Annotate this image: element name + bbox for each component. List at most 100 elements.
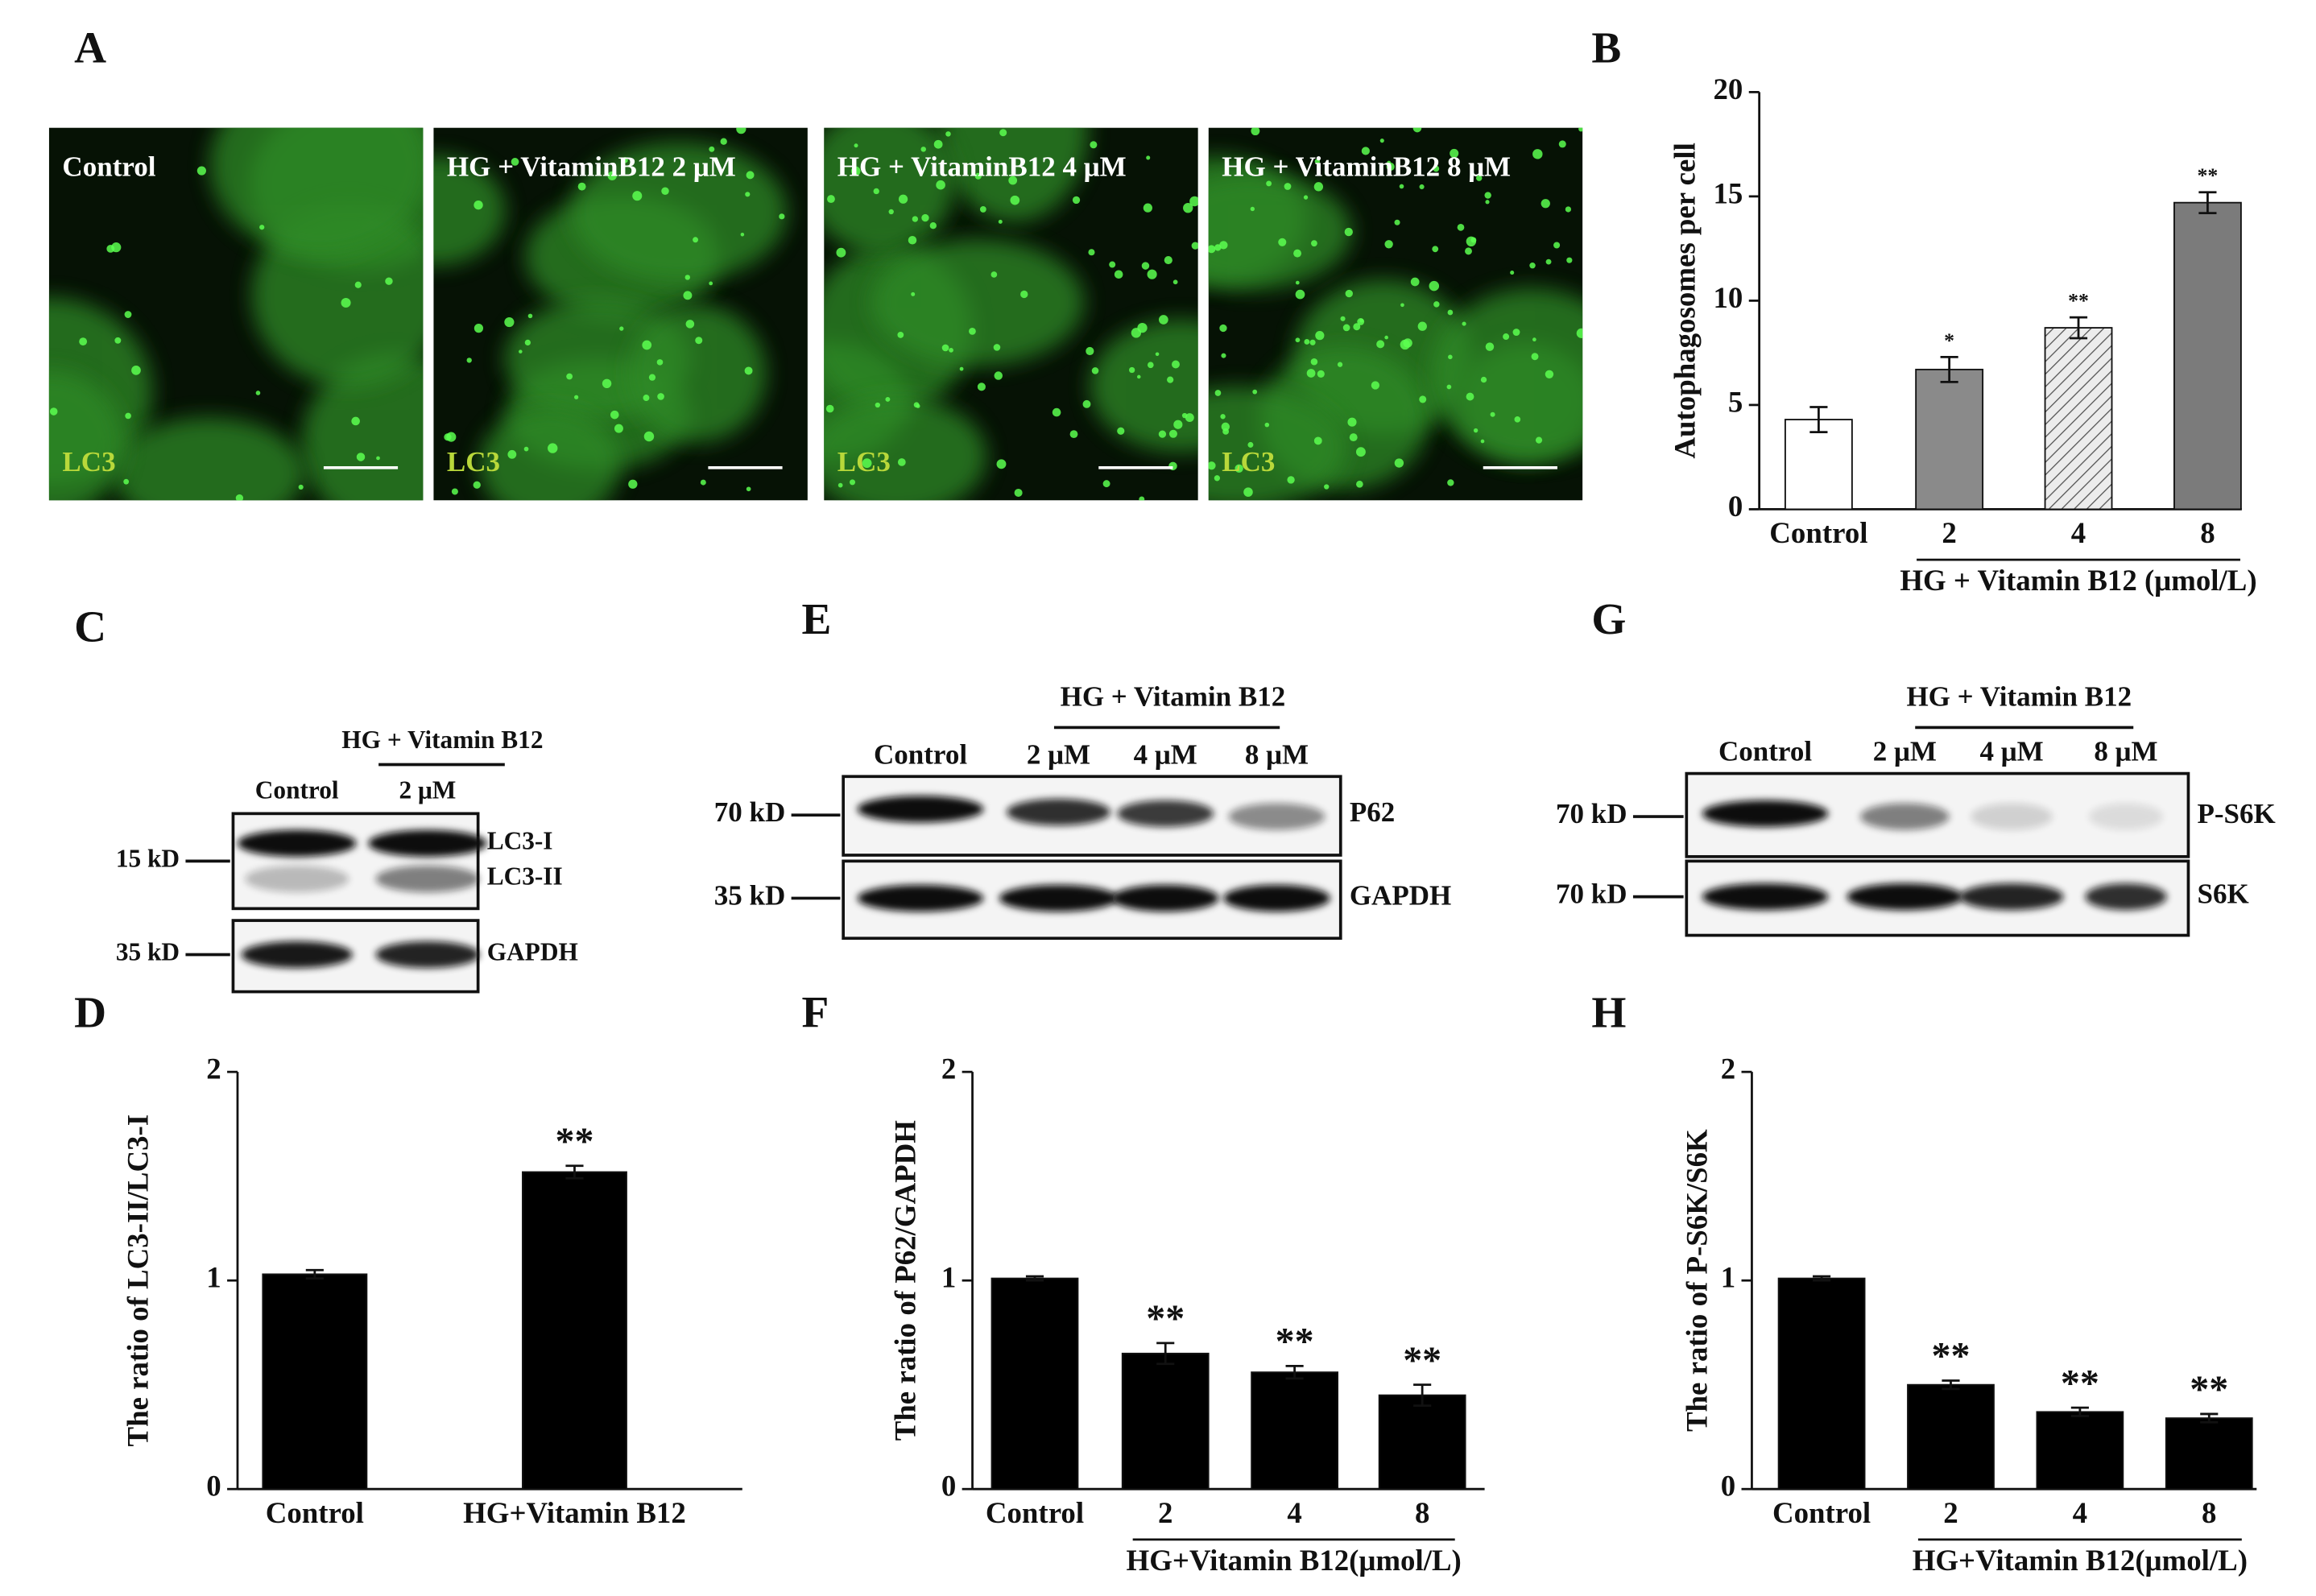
micrograph xyxy=(433,127,808,501)
puncta xyxy=(873,188,879,195)
puncta xyxy=(898,194,908,204)
band-label: P62 xyxy=(1350,796,1395,828)
cell xyxy=(209,127,424,256)
puncta xyxy=(504,316,515,328)
bar xyxy=(2036,1411,2124,1491)
stain-label: LC3 xyxy=(1222,446,1275,478)
cell xyxy=(940,127,1089,222)
bar xyxy=(1784,419,1853,511)
puncta xyxy=(1172,279,1178,285)
y-tick-label: 1 xyxy=(206,1261,221,1294)
puncta xyxy=(1315,331,1325,341)
band xyxy=(1117,800,1214,827)
panel-label: B xyxy=(1591,23,1621,72)
bar xyxy=(1378,1394,1466,1491)
puncta xyxy=(1384,335,1388,340)
significance: ** xyxy=(556,1120,594,1163)
micrograph-label: Control xyxy=(62,151,155,182)
puncta xyxy=(643,431,655,442)
puncta xyxy=(1344,227,1353,237)
error-bar xyxy=(1413,1383,1432,1407)
puncta xyxy=(1284,183,1292,190)
puncta xyxy=(1545,258,1552,265)
puncta xyxy=(920,147,927,152)
band-label: GAPDH xyxy=(1350,879,1451,911)
puncta xyxy=(527,313,533,319)
puncta xyxy=(356,453,366,461)
puncta xyxy=(908,235,917,245)
puncta xyxy=(1531,353,1539,361)
puncta xyxy=(1090,141,1098,149)
puncta xyxy=(854,143,858,148)
significance: * xyxy=(1944,329,1954,352)
error-bar xyxy=(1813,1275,1831,1282)
puncta xyxy=(1287,476,1295,484)
puncta xyxy=(1399,184,1404,189)
puncta xyxy=(1448,354,1453,360)
x-tick-label: Control xyxy=(1769,516,1867,549)
cell xyxy=(628,304,767,443)
puncta xyxy=(897,458,906,466)
significance: ** xyxy=(2198,163,2219,187)
molecular-weight: 35 kD xyxy=(714,879,786,911)
puncta xyxy=(683,291,693,300)
band xyxy=(1971,803,2053,830)
puncta xyxy=(736,127,746,134)
bar xyxy=(2044,327,2113,511)
band xyxy=(1847,883,1963,911)
molecular-weight: 35 kD xyxy=(116,938,180,966)
blot-header: HG + Vitamin B12 xyxy=(1906,680,2132,712)
bar xyxy=(1121,1352,1210,1491)
error-bar xyxy=(1285,1364,1304,1380)
puncta xyxy=(1088,249,1095,256)
panel-label: G xyxy=(1591,594,1626,643)
puncta xyxy=(1342,324,1350,332)
x-tick-label: 2 xyxy=(1943,1496,1958,1529)
puncta xyxy=(1264,422,1270,428)
puncta xyxy=(1221,353,1226,358)
puncta xyxy=(1020,290,1028,299)
x-tick-label: 4 xyxy=(2073,1496,2087,1529)
puncta xyxy=(999,129,1007,137)
puncta xyxy=(341,297,351,308)
puncta xyxy=(933,139,943,149)
puncta xyxy=(1146,155,1151,160)
puncta xyxy=(196,166,206,176)
panel-label: H xyxy=(1591,988,1626,1037)
puncta xyxy=(123,478,130,485)
puncta xyxy=(1532,149,1543,159)
stain-label: LC3 xyxy=(62,446,115,478)
group-label: HG+Vitamin B12(μmol/L) xyxy=(1127,1544,1462,1577)
puncta xyxy=(1480,376,1487,383)
y-tick-label: 2 xyxy=(1721,1052,1735,1085)
puncta xyxy=(825,404,834,413)
error-bar xyxy=(1156,1342,1175,1366)
band xyxy=(1228,803,1325,830)
y-tick-label: 0 xyxy=(1721,1470,1735,1503)
lane-label: 8 μM xyxy=(1245,738,1309,770)
puncta xyxy=(1183,203,1193,213)
puncta xyxy=(351,416,360,426)
puncta xyxy=(1208,245,1216,254)
puncta xyxy=(1565,206,1572,213)
puncta xyxy=(1189,196,1198,207)
puncta xyxy=(1512,329,1520,336)
puncta xyxy=(124,311,132,318)
y-tick-label: 1 xyxy=(941,1261,956,1294)
bar xyxy=(2165,1417,2253,1491)
cell xyxy=(113,417,305,501)
lane-label: 4 μM xyxy=(1979,736,2043,767)
puncta xyxy=(1214,475,1221,482)
band-label: LC3-II xyxy=(487,862,563,891)
puncta xyxy=(991,271,998,278)
puncta xyxy=(1266,180,1272,187)
band xyxy=(2085,883,2167,911)
puncta xyxy=(941,344,949,352)
significance: ** xyxy=(2068,289,2089,312)
puncta xyxy=(298,484,304,490)
y-tick-label: 10 xyxy=(1714,281,1743,314)
band xyxy=(999,884,1119,912)
band xyxy=(1959,883,2064,911)
puncta xyxy=(740,232,745,237)
